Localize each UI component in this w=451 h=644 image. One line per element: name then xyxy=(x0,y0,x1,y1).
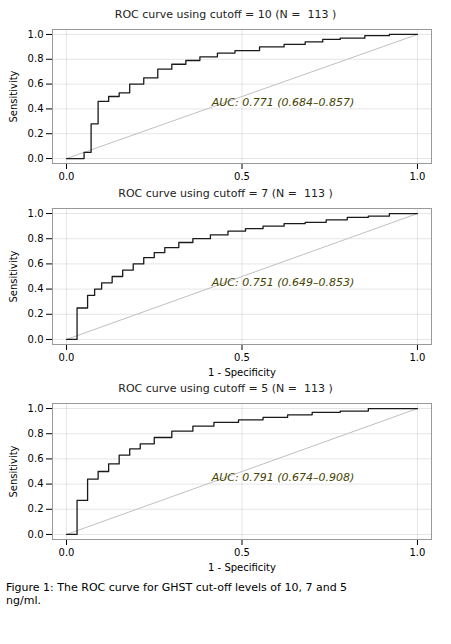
svg-text:1.0: 1.0 xyxy=(28,29,44,40)
svg-text:Sensitivity: Sensitivity xyxy=(8,445,19,497)
svg-text:0.0: 0.0 xyxy=(28,529,44,540)
html-text:ROC curve using cutoff = 7 (N: ROC curve using cutoff = 7 (N = 113 ) xyxy=(118,187,333,200)
svg-text:0.5: 0.5 xyxy=(234,171,250,182)
svg-text:0.0: 0.0 xyxy=(28,153,44,164)
svg-text:0.6: 0.6 xyxy=(28,453,44,464)
svg-text:0.0: 0.0 xyxy=(59,352,75,363)
svg-text:1.0: 1.0 xyxy=(410,547,426,558)
svg-text:0.4: 0.4 xyxy=(28,103,44,114)
svg-text:0.0: 0.0 xyxy=(59,171,75,182)
svg-text:AUC: 0.751 (0.649–0.853): AUC: 0.751 (0.649–0.853) xyxy=(211,276,355,289)
svg-text:0.2: 0.2 xyxy=(28,503,44,514)
svg-text:1.0: 1.0 xyxy=(28,208,44,219)
svg-text:Sensitivity: Sensitivity xyxy=(8,250,19,302)
svg-text:0.4: 0.4 xyxy=(28,283,44,294)
svg-text:0.6: 0.6 xyxy=(28,258,44,269)
svg-text:1.0: 1.0 xyxy=(410,352,426,363)
svg-text:0.2: 0.2 xyxy=(28,128,44,139)
svg-text:1 - Specificity: 1 - Specificity xyxy=(208,562,276,573)
svg-text:AUC: 0.771 (0.684–0.857): AUC: 0.771 (0.684–0.857) xyxy=(211,96,355,109)
svg-text:0.2: 0.2 xyxy=(28,308,44,319)
svg-text:0.4: 0.4 xyxy=(28,478,44,489)
html-text:Figure 1: The ROC curve for GH: Figure 1: The ROC curve for GHST cut-off… xyxy=(6,581,348,607)
svg-text:1.0: 1.0 xyxy=(410,171,426,182)
svg-text:0.8: 0.8 xyxy=(28,53,44,64)
svg-text:0.0: 0.0 xyxy=(59,547,75,558)
svg-text:1.0: 1.0 xyxy=(28,403,44,414)
svg-text:AUC: 0.791 (0.674–0.908): AUC: 0.791 (0.674–0.908) xyxy=(211,471,355,484)
svg-text:Sensitivity: Sensitivity xyxy=(8,70,19,122)
html-text:ROC curve using cutoff = 10 (N: ROC curve using cutoff = 10 (N = 113 ) xyxy=(114,8,337,21)
svg-text:0.0: 0.0 xyxy=(28,334,44,345)
svg-text:0.5: 0.5 xyxy=(234,547,250,558)
html-text:ROC curve using cutoff = 5 (N: ROC curve using cutoff = 5 (N = 113 ) xyxy=(118,382,333,395)
svg-text:0.6: 0.6 xyxy=(28,78,44,89)
svg-text:0.8: 0.8 xyxy=(28,428,44,439)
svg-text:1 - Specificity: 1 - Specificity xyxy=(208,367,276,378)
svg-text:0.8: 0.8 xyxy=(28,233,44,244)
svg-text:0.5: 0.5 xyxy=(234,352,250,363)
